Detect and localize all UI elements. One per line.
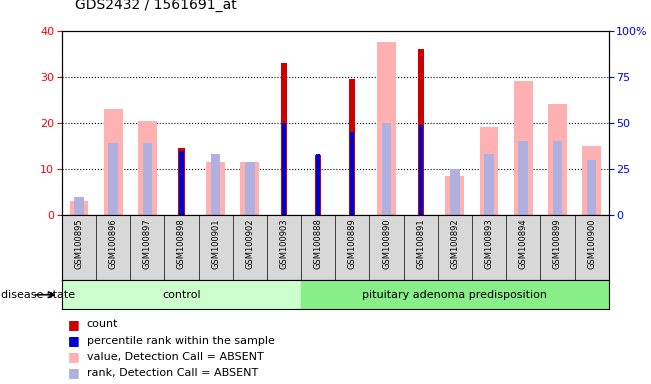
Bar [281, 63, 287, 215]
Bar [418, 49, 424, 215]
Text: GSM100900: GSM100900 [587, 218, 596, 269]
Bar [206, 162, 225, 215]
Bar [74, 197, 84, 215]
Bar [245, 162, 255, 215]
Text: GSM100898: GSM100898 [177, 218, 186, 269]
Text: GSM100897: GSM100897 [143, 218, 152, 269]
Text: GSM100890: GSM100890 [382, 218, 391, 269]
Bar [587, 160, 596, 215]
Bar [301, 280, 609, 309]
Bar [138, 121, 157, 215]
Bar [553, 141, 562, 215]
Text: disease state: disease state [1, 290, 76, 300]
Text: GSM100902: GSM100902 [245, 218, 255, 269]
Text: GSM100903: GSM100903 [279, 218, 288, 269]
Text: GSM100896: GSM100896 [109, 218, 118, 269]
Bar [180, 151, 184, 215]
Text: GSM100901: GSM100901 [211, 218, 220, 269]
Bar [548, 104, 567, 215]
Bar [518, 141, 528, 215]
Bar [480, 127, 499, 215]
Text: ■: ■ [68, 318, 80, 331]
Text: GSM100892: GSM100892 [450, 218, 460, 269]
Bar [350, 132, 354, 215]
Text: GDS2432 / 1561691_at: GDS2432 / 1561691_at [75, 0, 236, 12]
Text: ■: ■ [68, 334, 80, 347]
Bar [419, 125, 422, 215]
Text: pituitary adenoma predisposition: pituitary adenoma predisposition [363, 290, 547, 300]
Bar [70, 201, 89, 215]
Bar [377, 42, 396, 215]
Bar [178, 148, 184, 215]
Bar [282, 123, 286, 215]
Text: GSM100889: GSM100889 [348, 218, 357, 269]
Text: percentile rank within the sample: percentile rank within the sample [87, 336, 275, 346]
Text: GSM100894: GSM100894 [519, 218, 528, 269]
Text: value, Detection Call = ABSENT: value, Detection Call = ABSENT [87, 352, 264, 362]
Bar [484, 154, 494, 215]
Text: GSM100893: GSM100893 [484, 218, 493, 269]
Bar [108, 143, 118, 215]
Text: GSM100899: GSM100899 [553, 218, 562, 269]
Text: control: control [162, 290, 201, 300]
Bar [350, 79, 355, 215]
Bar [143, 143, 152, 215]
Text: rank, Detection Call = ABSENT: rank, Detection Call = ABSENT [87, 368, 258, 378]
Bar [62, 280, 301, 309]
Bar [316, 154, 320, 215]
Bar [582, 146, 601, 215]
Text: ■: ■ [68, 350, 80, 363]
Bar [381, 123, 391, 215]
Text: GSM100888: GSM100888 [314, 218, 323, 269]
Bar [240, 162, 259, 215]
Bar [450, 169, 460, 215]
Bar [211, 154, 221, 215]
Bar [315, 155, 321, 215]
Text: count: count [87, 319, 118, 329]
Bar [514, 81, 533, 215]
Text: ■: ■ [68, 366, 80, 379]
Bar [445, 176, 464, 215]
Bar [104, 109, 122, 215]
Text: GSM100891: GSM100891 [416, 218, 425, 269]
Text: GSM100895: GSM100895 [74, 218, 83, 269]
